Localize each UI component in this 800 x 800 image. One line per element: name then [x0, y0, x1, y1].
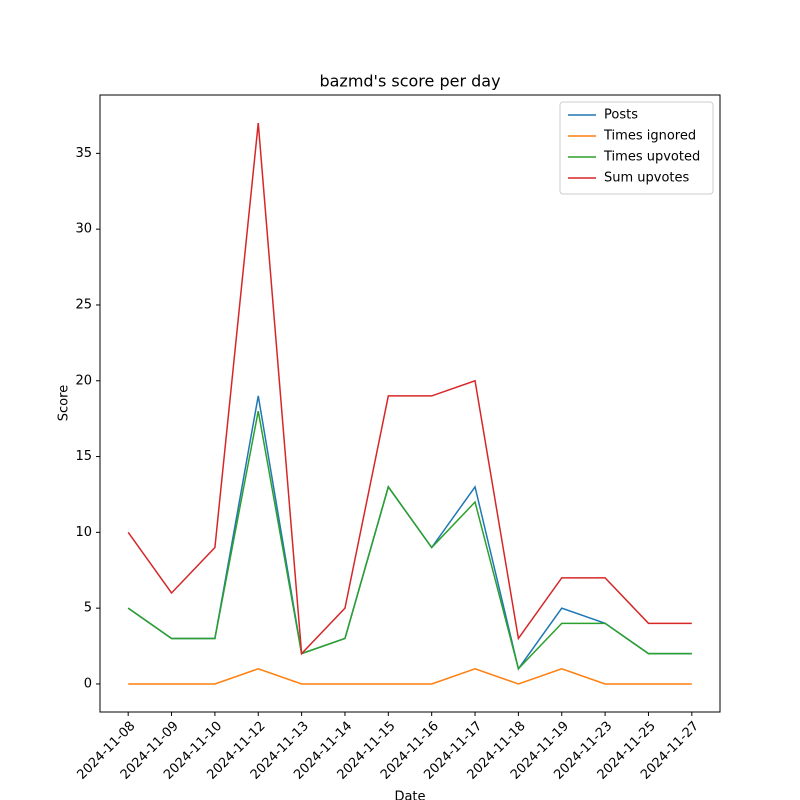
legend-label: Times upvoted [603, 150, 700, 165]
x-axis-label: Date [394, 790, 425, 800]
series-line [128, 668, 692, 685]
legend-label: Times ignored [603, 129, 696, 144]
series-line [127, 122, 692, 656]
chart-title: bazmd's score per day [319, 72, 500, 91]
y-tick-label: 10 [75, 525, 92, 540]
series-line [127, 395, 692, 671]
y-axis-label: Score [57, 385, 72, 421]
legend-label: Posts [604, 108, 638, 123]
y-tick-label: 5 [84, 601, 92, 616]
plot-frame [99, 94, 721, 713]
legend-label: Sum upvotes [604, 171, 690, 186]
y-tick-label: 15 [75, 449, 92, 464]
y-tick-label: 35 [75, 146, 92, 161]
y-tick-label: 20 [75, 373, 92, 388]
legend-box [559, 101, 714, 195]
y-tick-label: 0 [84, 676, 92, 691]
y-tick-label: 30 [75, 222, 92, 237]
y-tick-label: 25 [75, 297, 92, 312]
series-line [127, 410, 692, 671]
